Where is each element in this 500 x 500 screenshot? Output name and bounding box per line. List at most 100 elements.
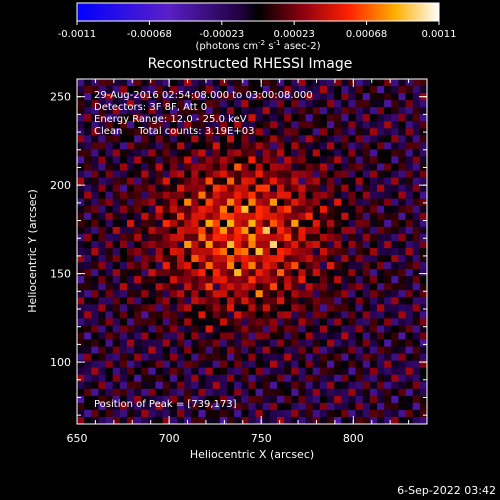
image-pixel: [184, 93, 192, 101]
image-pixel: [348, 353, 356, 362]
image-pixel: [105, 135, 114, 143]
image-pixel: [391, 409, 399, 418]
image-pixel: [355, 170, 364, 178]
image-pixel: [212, 219, 221, 228]
image-pixel: [341, 388, 349, 397]
image-pixel: [248, 304, 256, 312]
image-pixel: [348, 79, 356, 87]
image-pixel: [277, 198, 285, 207]
image-pixel: [334, 409, 342, 418]
image-pixel: [91, 156, 99, 164]
image-pixel: [184, 100, 192, 108]
image-pixel: [148, 205, 156, 214]
image-pixel: [369, 226, 378, 235]
image-pixel: [248, 318, 256, 326]
image-pixel: [319, 163, 328, 171]
image-pixel: [162, 353, 171, 362]
image-pixel: [227, 121, 235, 129]
image-pixel: [312, 255, 321, 263]
image-pixel: [362, 79, 371, 87]
image-pixel: [212, 198, 221, 207]
image-pixel: [319, 191, 328, 200]
image-pixel: [198, 219, 206, 228]
image-pixel: [84, 318, 92, 326]
image-pixel: [412, 360, 421, 369]
image-pixel: [334, 191, 342, 200]
image-pixel: [369, 156, 378, 164]
image-pixel: [184, 304, 192, 312]
image-pixel: [127, 388, 135, 397]
image-pixel: [234, 367, 242, 376]
image-pixel: [198, 107, 206, 115]
image-pixel: [205, 184, 214, 193]
image-pixel: [77, 290, 85, 298]
x-axis-label: Heliocentric X (arcsec): [190, 448, 314, 461]
image-pixel: [269, 409, 278, 418]
image-pixel: [198, 205, 206, 214]
image-pixel: [298, 184, 306, 193]
image-pixel: [262, 297, 271, 305]
image-pixel: [119, 409, 128, 418]
image-pixel: [112, 128, 121, 136]
image-pixel: [312, 107, 321, 115]
image-pixel: [405, 339, 414, 347]
image-pixel: [327, 388, 335, 397]
image-pixel: [419, 332, 427, 340]
image-pixel: [148, 233, 156, 242]
image-pixel: [369, 311, 378, 319]
image-pixel: [162, 311, 171, 319]
image-pixel: [369, 128, 378, 136]
image-pixel: [377, 93, 385, 101]
image-pixel: [327, 339, 335, 347]
image-pixel: [298, 163, 306, 171]
image-pixel: [341, 163, 349, 171]
image-pixel: [248, 79, 256, 87]
image-pixel: [155, 325, 164, 333]
image-pixel: [412, 107, 421, 115]
image-pixel: [219, 198, 228, 207]
image-pixel: [319, 135, 328, 143]
image-pixel: [269, 318, 278, 326]
image-pixel: [91, 135, 99, 143]
image-pixel: [198, 121, 206, 129]
image-pixel: [177, 198, 185, 207]
image-pixel: [141, 128, 149, 136]
image-pixel: [412, 226, 421, 235]
image-pixel: [141, 395, 149, 404]
image-pixel: [148, 318, 156, 326]
image-pixel: [148, 402, 156, 411]
image-pixel: [127, 367, 135, 376]
image-pixel: [398, 212, 406, 221]
image-pixel: [405, 346, 414, 354]
image-pixel: [269, 346, 278, 354]
image-pixel: [269, 226, 278, 235]
image-pixel: [305, 276, 314, 284]
image-pixel: [169, 304, 178, 312]
image-pixel: [119, 381, 128, 390]
image-pixel: [112, 198, 121, 207]
image-pixel: [198, 360, 206, 369]
image-pixel: [155, 219, 164, 228]
image-pixel: [412, 311, 421, 319]
image-pixel: [141, 121, 149, 129]
image-pixel: [362, 240, 371, 249]
image-pixel: [155, 86, 164, 94]
image-pixel: [148, 163, 156, 171]
image-pixel: [105, 297, 114, 305]
image-pixel: [155, 163, 164, 171]
image-pixel: [312, 205, 321, 214]
image-pixel: [127, 170, 135, 178]
image-pixel: [291, 269, 299, 277]
image-pixel: [255, 149, 264, 157]
image-pixel: [91, 388, 99, 397]
image-pixel: [305, 121, 314, 129]
image-pixel: [341, 381, 349, 390]
image-pixel: [234, 121, 242, 129]
image-pixel: [384, 100, 392, 108]
image-pixel: [384, 353, 392, 362]
image-pixel: [141, 297, 149, 305]
image-pixel: [391, 255, 399, 263]
image-pixel: [405, 156, 414, 164]
image-pixel: [369, 170, 378, 178]
image-pixel: [177, 353, 185, 362]
